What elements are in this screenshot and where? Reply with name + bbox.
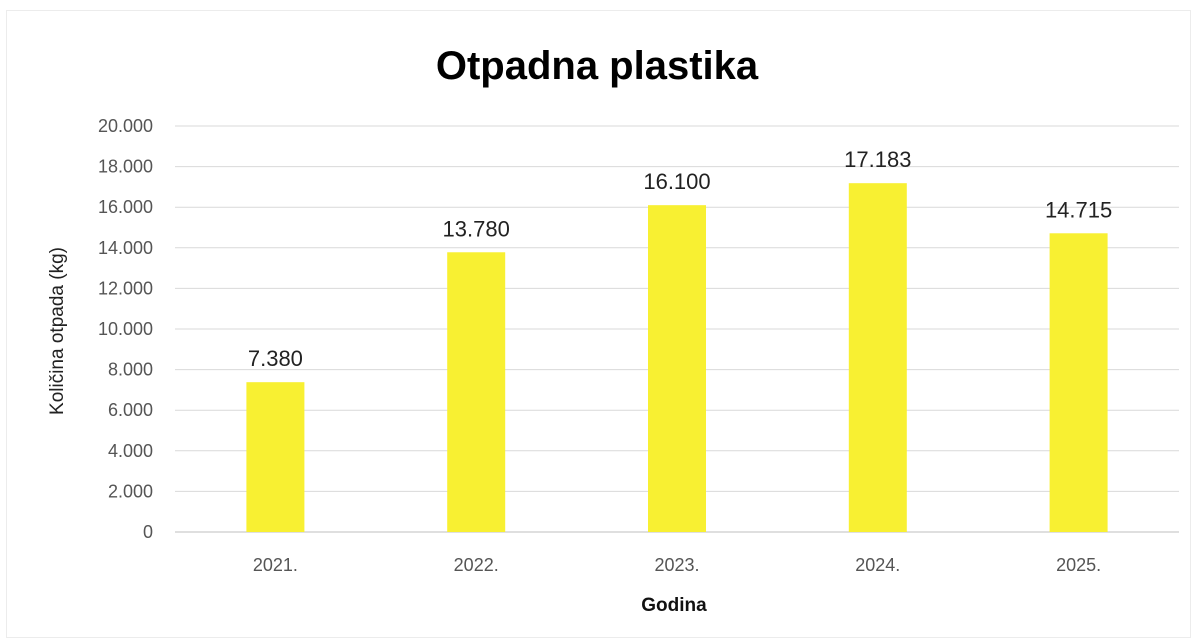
y-tick-label: 12.000 [98, 278, 153, 298]
y-tick-label: 0 [143, 522, 153, 542]
x-tick-label: 2021. [253, 555, 298, 575]
data-label: 17.183 [844, 147, 911, 172]
data-label: 13.780 [443, 216, 510, 241]
bar [1049, 233, 1108, 532]
x-axis-label: Godina [641, 595, 707, 616]
y-tick-label: 8.000 [108, 360, 153, 380]
y-tick-label: 2.000 [108, 481, 153, 501]
chart-frame: Otpadna plastika 0 2.000 4.000 6.000 8.000 10… [6, 10, 1191, 638]
bar [447, 252, 506, 533]
x-axis-ticks: 2021. 2022. 2023. 2024. 2025. [253, 555, 1101, 575]
y-tick-label: 4.000 [108, 441, 153, 461]
y-tick-label: 14.000 [98, 238, 153, 258]
x-tick-label: 2025. [1056, 555, 1101, 575]
y-tick-label: 18.000 [98, 157, 153, 177]
y-tick-label: 16.000 [98, 197, 153, 217]
bars [246, 183, 1108, 533]
data-labels: 7.380 13.780 16.100 17.183 14.715 [248, 147, 1112, 371]
data-label: 14.715 [1045, 197, 1112, 222]
data-label: 7.380 [248, 346, 303, 371]
bar [648, 205, 706, 533]
y-axis-ticks: 0 2.000 4.000 6.000 8.000 10.000 12.000 14.000 1… [98, 116, 153, 542]
chart-title: Otpadna plastika [436, 44, 759, 88]
x-tick-label: 2024. [855, 555, 900, 575]
bar [246, 382, 305, 532]
x-tick-label: 2022. [454, 555, 499, 575]
bar [848, 183, 907, 532]
y-axis-label: Količina otpada (kg) [47, 247, 68, 415]
x-tick-label: 2023. [654, 555, 699, 575]
y-tick-label: 6.000 [108, 400, 153, 420]
y-tick-label: 20.000 [98, 116, 153, 136]
data-label: 16.100 [643, 169, 710, 194]
y-tick-label: 10.000 [98, 319, 153, 339]
bar-chart: Otpadna plastika 0 2.000 4.000 6.000 8.000 10… [47, 44, 1179, 616]
